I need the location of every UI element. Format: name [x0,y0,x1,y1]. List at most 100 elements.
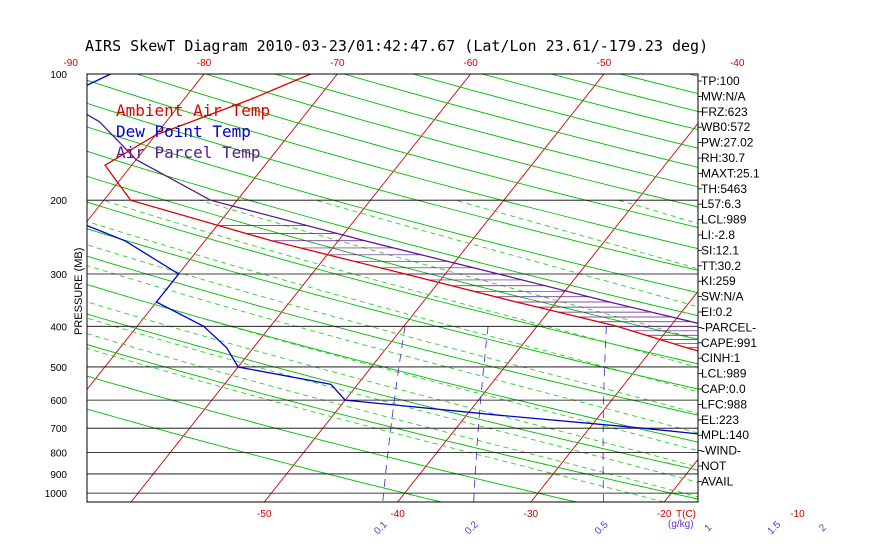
mixing-ratio-line [763,326,776,502]
dry-adiabat-line [343,74,698,168]
mixing-ratio-line [473,326,489,502]
index-label: SW:N/A [701,290,743,304]
mixing-ratio-line [382,326,406,502]
dry-adiabat-line [87,102,698,271]
index-label: LCL:989 [701,213,747,227]
isotherm-line [797,74,870,502]
isotherm-line [530,290,698,502]
dry-adiabat-line [87,79,698,250]
moist-adiabat-line [199,199,698,340]
dry-adiabat-line [87,408,442,502]
index-label: AVAIL [701,474,734,488]
dry-adiabat-line [87,313,698,471]
isotherm-line [0,74,71,502]
bottom-temp-tick-label: -10 [790,509,805,520]
index-label: WB0:572 [701,120,751,134]
pressure-tick-label: 500 [50,363,67,374]
index-label: PW:27.02 [701,136,754,150]
mixing-ratio-tick-label: 0.5 [593,519,611,537]
index-label: CAP:0.0 [701,382,746,396]
moist-adiabat-line [87,283,698,452]
legend-item: Ambient Air Temp [116,101,270,120]
index-label: CAPE:991 [701,336,757,350]
isotherm-line [263,74,605,502]
index-label: -PARCEL- [701,320,756,334]
index-label: CINH:1 [701,351,741,365]
mixing-ratio-tick-label: 2 [817,522,829,534]
isotherm-line [87,74,205,223]
bottom-temp-tick-label: -30 [524,509,539,520]
legend: Ambient Air Temp Dew Point Temp Air Parcel… [116,101,270,162]
dry-adiabat-line [87,126,698,294]
bottom-temp-tick-label: -20 [657,509,672,520]
top-temp-tick-label: -80 [197,58,212,69]
mixing-ratio-line [807,326,825,502]
mixing-ratio-unit-label: (g/kg) [668,519,694,530]
ambient-air-temp-line [104,74,698,352]
air-parcel-temp-line [87,113,698,325]
pressure-tick-label: 600 [50,396,67,407]
pressure-tick-label: 400 [50,322,67,333]
moist-adiabat-line [87,317,698,483]
legend-item: Air Parcel Temp [116,143,261,162]
isotherm-line [663,458,698,502]
index-label: MAXT:25.1 [701,166,760,180]
chart-title: AIRS SkewT Diagram 2010-03-23/01:42:47.6… [85,37,708,55]
dry-adiabat-line [87,284,698,443]
index-label: TP:100 [701,74,740,88]
dry-adiabat-line [87,228,698,390]
plot-frame [86,73,699,503]
top-temp-tick-label: -60 [463,58,478,69]
dry-adiabat-line [87,150,698,317]
index-label: RH:30.7 [701,151,745,165]
index-label: L57:6.3 [701,197,741,211]
index-label: TH:5463 [701,182,747,196]
isotherm-line [130,74,471,502]
index-label: EL:223 [701,413,739,427]
pressure-tick-label: 300 [50,270,67,281]
mixing-ratio-tick-label: 1 [703,522,715,534]
dew-point-temp-line [87,74,698,435]
moist-adiabat-line [87,347,665,502]
bottom-temp-tick-label: -40 [390,509,405,520]
top-temp-tick-label: -90 [63,58,78,69]
top-temp-tick-label: -40 [730,58,745,69]
mixing-ratio-line [602,326,607,502]
index-label: LI:-2.8 [701,228,735,242]
dry-adiabat-line [481,74,698,131]
index-label: MPL:140 [701,428,749,442]
index-label: KI:259 [701,274,736,288]
legend-item: Dew Point Temp [116,122,251,141]
dry-adiabat-line [87,255,698,416]
dry-adiabat-line [87,201,698,365]
bottom-temp-tick-label: -50 [257,509,272,520]
dry-adiabat-line [827,74,870,502]
mixing-ratio-tick-label: 0.2 [463,519,481,537]
mixing-ratio-tick-label: 0.1 [372,519,390,537]
moist-adiabat-line [793,200,870,502]
moist-adiabat-line [87,220,698,393]
index-label: TT:30.2 [701,259,741,273]
dry-adiabat-line [87,175,698,340]
pressure-tick-label: 800 [50,449,67,460]
index-label: MW:N/A [701,89,745,103]
top-temp-tick-label: -50 [597,58,612,69]
pressure-tick-label: 100 [50,70,67,81]
x-axis-label: T(C) [676,509,696,520]
dry-adiabat-line [205,74,698,208]
dry-adiabat-line [274,74,698,188]
index-label: LFC:988 [701,397,747,411]
pressure-tick-label: 700 [50,424,67,435]
isotherm-line [397,122,698,502]
index-label: FRZ:623 [701,105,748,119]
index-label: SI:12.1 [701,243,739,257]
pressure-tick-label: 900 [50,470,67,481]
moist-adiabat-line [618,199,698,225]
index-label: EI:0.2 [701,305,733,319]
dry-adiabat-line [758,74,870,502]
moist-adiabat-line [315,199,698,308]
dry-adiabat-line [87,344,698,500]
moist-adiabat-line [87,333,698,498]
